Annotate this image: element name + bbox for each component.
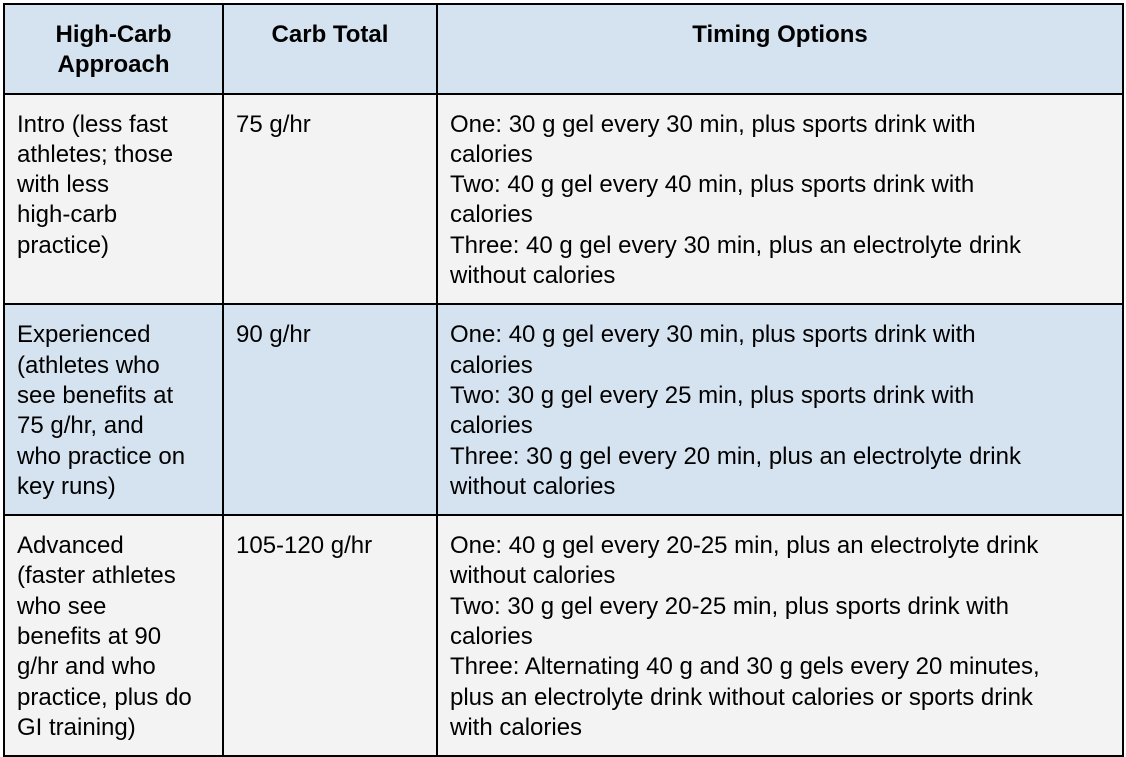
table-header-row: High-Carb Approach Carb Total Timing Opt… [3,3,1124,95]
approach-cell: Experienced (athletes who see benefits a… [3,303,224,517]
timing-option: Two: 30 g gel every 20-25 min, plus spor… [450,592,1009,651]
header-timing-options: Timing Options [436,3,1124,95]
approach-cell: Advanced (faster athletes who see benefi… [3,514,224,757]
timing-option: One: 40 g gel every 30 min, plus sports … [450,321,976,379]
carb-total-cell: 90 g/hr [222,303,438,517]
timing-option: Three: 30 g gel every 20 min, plus an el… [450,442,1021,500]
table-row: Advanced (faster athletes who see benefi… [3,514,1124,757]
carb-total-cell: 75 g/hr [222,92,438,306]
timing-cell: One: 30 g gel every 30 min, plus sports … [436,92,1124,306]
approach-cell: Intro (less fast athletes; those with le… [3,92,224,306]
table-row: Experienced (athletes who see benefits a… [3,303,1124,517]
timing-cell: One: 40 g gel every 20-25 min, plus an e… [436,514,1124,757]
table-row: Intro (less fast athletes; those with le… [3,92,1124,306]
timing-option: Two: 40 g gel every 40 min, plus sports … [450,171,975,229]
carb-timing-table: High-Carb Approach Carb Total Timing Opt… [3,3,1124,757]
timing-option: One: 30 g gel every 30 min, plus sports … [450,110,976,168]
timing-option: Two: 30 g gel every 25 min, plus sports … [450,381,975,440]
timing-option: Three: 40 g gel every 30 min, plus an el… [450,231,1021,290]
header-approach: High-Carb Approach [3,3,224,95]
carb-total-cell: 105-120 g/hr [222,514,438,757]
timing-cell: One: 40 g gel every 30 min, plus sports … [436,303,1124,517]
timing-option: One: 40 g gel every 20-25 min, plus an e… [450,532,1039,590]
header-carb-total: Carb Total [222,3,438,95]
timing-option: Three: Alternating 40 g and 30 g gels ev… [450,653,1040,741]
